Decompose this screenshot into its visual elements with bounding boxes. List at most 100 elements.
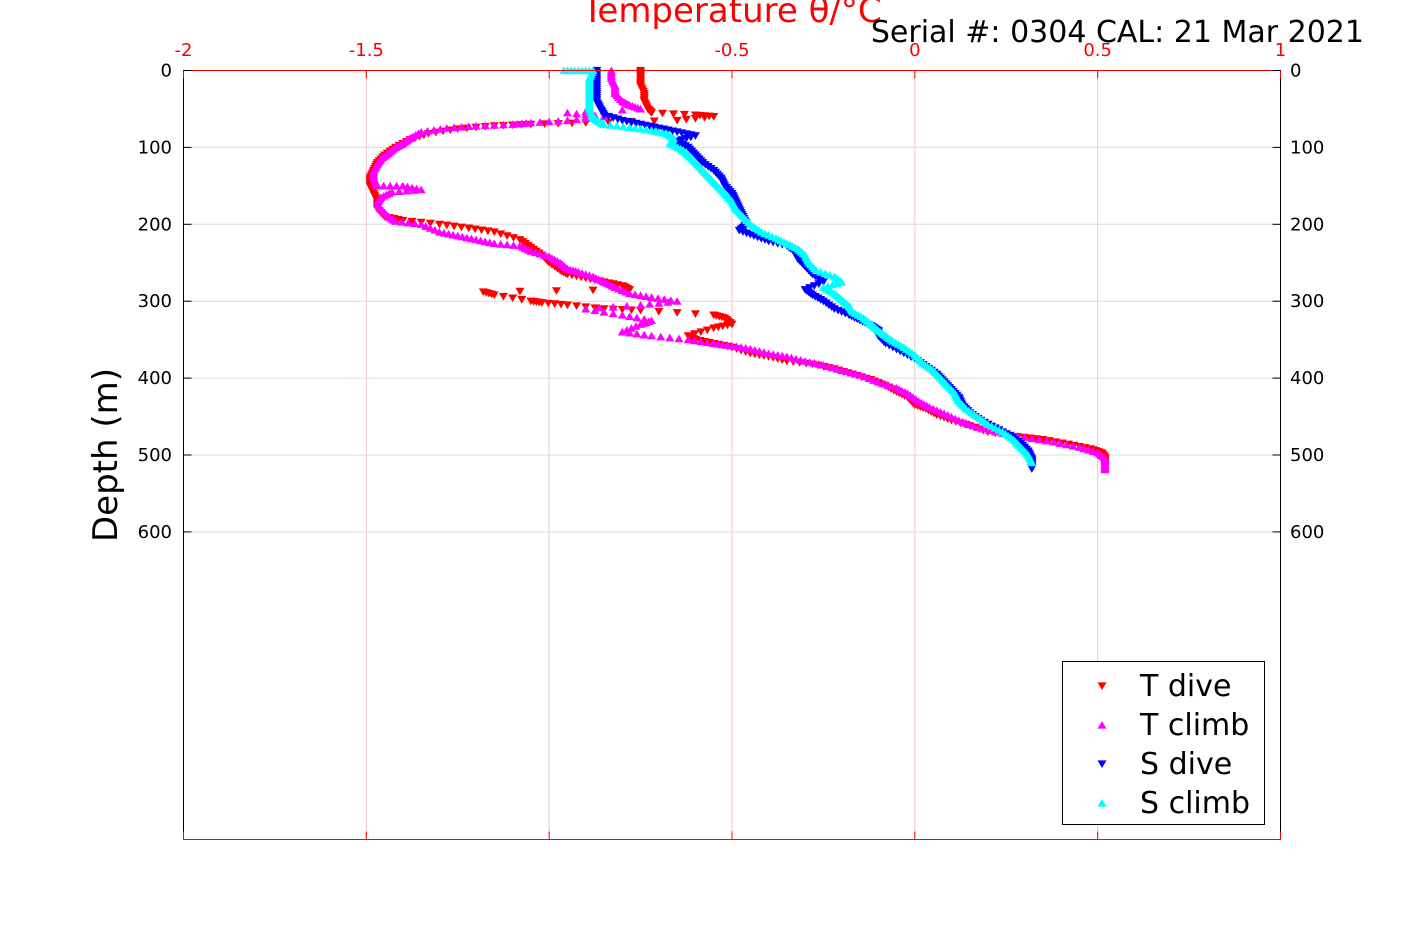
data-point — [402, 186, 412, 195]
data-point — [397, 217, 407, 226]
data-point — [416, 220, 426, 228]
data-point — [543, 299, 553, 308]
y-tick-label-left: 0 — [161, 61, 172, 82]
series-s-climb — [559, 66, 1037, 467]
data-point — [625, 328, 635, 337]
data-point — [818, 278, 828, 287]
y-axis-title: Depth (m) — [86, 368, 126, 542]
data-point — [471, 121, 481, 130]
y-tick-label-left: 500 — [138, 445, 172, 466]
data-point — [617, 310, 627, 319]
y-tick-label-right: 200 — [1290, 214, 1324, 235]
x-tick-label: 1 — [1275, 40, 1286, 61]
data-point — [379, 181, 389, 190]
y-tick-label-left: 200 — [138, 214, 172, 235]
data-point — [537, 299, 547, 307]
data-point — [632, 329, 642, 338]
data-point — [658, 109, 668, 118]
data-point — [590, 306, 600, 315]
data-point — [1027, 434, 1037, 443]
legend-marker — [1097, 720, 1107, 729]
data-point — [423, 127, 433, 135]
data-point — [690, 336, 700, 345]
data-point — [985, 426, 995, 434]
data-point — [410, 219, 420, 228]
data-point — [483, 227, 493, 236]
data-point — [636, 306, 646, 315]
data-point — [617, 105, 627, 114]
x-tick-label: -0.5 — [714, 40, 749, 61]
data-point — [456, 122, 466, 131]
data-point — [407, 217, 417, 226]
data-point — [696, 328, 706, 337]
data-point — [625, 312, 635, 320]
data-point — [604, 118, 614, 127]
legend-label: T climb — [1139, 708, 1249, 743]
data-point — [416, 185, 426, 194]
data-point — [654, 299, 664, 307]
data-point — [489, 228, 499, 237]
data-point — [508, 120, 518, 128]
data-point — [449, 123, 459, 132]
data-point — [509, 241, 519, 249]
data-point — [702, 338, 712, 347]
data-point — [663, 298, 673, 306]
data-point — [690, 310, 700, 318]
legend: T dive T climb S dive S climb — [1062, 661, 1265, 825]
series-t-climb — [369, 66, 1110, 474]
data-point — [551, 287, 561, 295]
data-point — [636, 300, 646, 309]
data-point — [489, 239, 499, 248]
series-layer — [365, 66, 1110, 474]
data-point — [679, 110, 689, 119]
y-tick-label-right: 500 — [1290, 445, 1324, 466]
data-point — [639, 330, 649, 339]
legend-marker — [1097, 760, 1107, 769]
data-point — [392, 181, 402, 190]
data-point — [442, 221, 452, 230]
data-point — [1068, 441, 1078, 450]
legend-label: T dive — [1139, 669, 1231, 704]
data-point — [647, 109, 657, 117]
data-point — [814, 280, 824, 288]
data-point — [668, 110, 678, 118]
data-point — [622, 301, 632, 310]
data-point — [429, 126, 439, 134]
data-point — [612, 121, 622, 130]
data-point — [683, 335, 693, 344]
y-tick-label-left: 100 — [138, 137, 172, 158]
data-point — [645, 300, 655, 308]
data-point — [1055, 439, 1065, 447]
data-point — [1027, 458, 1037, 467]
y-tick-label-right: 600 — [1290, 522, 1324, 543]
data-point — [630, 124, 640, 132]
data-point — [681, 115, 691, 124]
x-tick-label: 0.5 — [1083, 40, 1112, 61]
data-point — [550, 300, 560, 308]
data-point — [608, 302, 618, 311]
legend-label: S climb — [1140, 786, 1250, 821]
data-point — [625, 289, 635, 298]
data-point — [470, 225, 480, 234]
data-point — [594, 303, 604, 312]
data-point — [674, 334, 684, 343]
data-point — [672, 297, 682, 305]
data-point — [517, 296, 527, 304]
data-point — [632, 313, 642, 322]
data-point — [654, 307, 664, 316]
data-point — [435, 125, 445, 133]
data-point — [649, 117, 659, 126]
data-point — [456, 223, 466, 232]
data-point — [696, 337, 706, 346]
data-point — [502, 232, 512, 240]
x-tick-label: -2 — [175, 40, 193, 61]
legend-box — [1062, 661, 1265, 825]
data-point — [641, 292, 651, 300]
data-point — [385, 181, 395, 190]
data-point — [1049, 437, 1059, 446]
data-point — [515, 287, 525, 296]
data-point — [636, 291, 646, 300]
data-point — [572, 109, 582, 118]
data-point — [556, 300, 566, 309]
